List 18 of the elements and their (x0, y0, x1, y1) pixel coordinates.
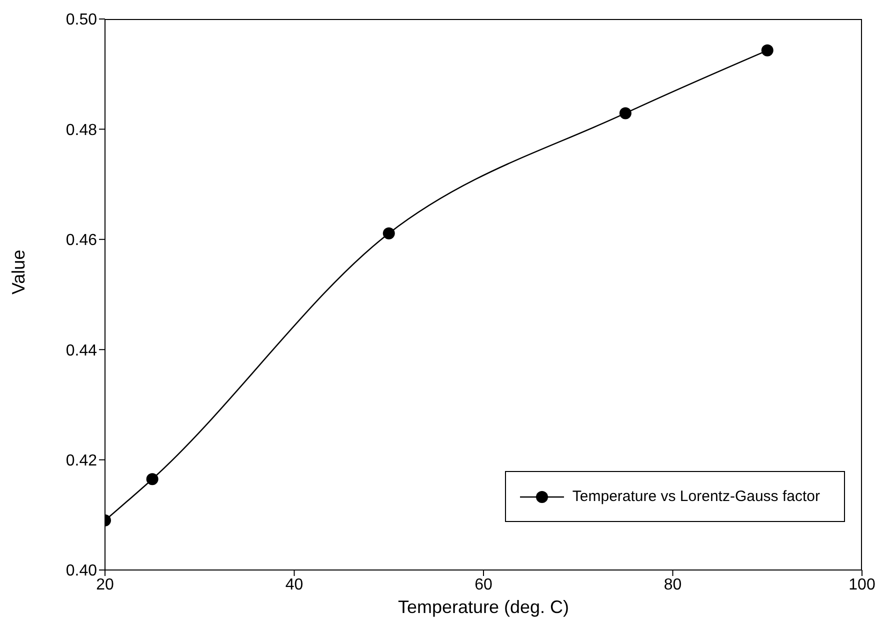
y-tick-label: 0.42 (66, 452, 98, 470)
y-axis-title: Value (8, 250, 28, 294)
point (382, 227, 395, 240)
point (619, 107, 632, 120)
x-tick-label: 60 (474, 576, 492, 594)
point (146, 473, 158, 486)
y-tick-label: 0.40 (66, 562, 98, 580)
y-tick-label: 0.44 (66, 342, 98, 360)
y-tick-label: 0.48 (66, 122, 98, 139)
x-tick-label: 40 (285, 576, 304, 594)
y-tick-label: 0.46 (66, 232, 98, 250)
x-tick-label: 20 (96, 576, 114, 594)
x-axis-title: Temperature (deg. C) (398, 597, 570, 617)
x-tick-label: 80 (664, 576, 682, 594)
x-tick-label: 100 (848, 576, 876, 594)
y-tick-label: 0.50 (66, 12, 98, 29)
point (761, 44, 774, 56)
legend-label: Temperature vs Lorentz-Gauss factor (572, 488, 820, 505)
